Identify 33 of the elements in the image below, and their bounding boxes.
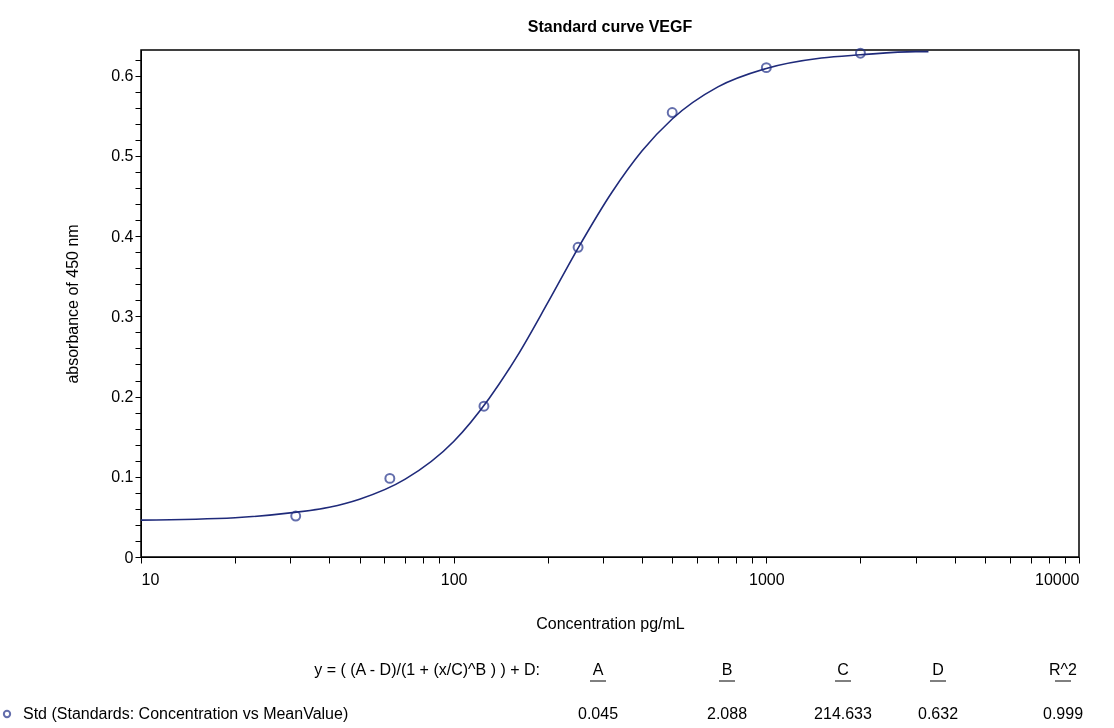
point <box>478 400 490 412</box>
point <box>854 47 866 59</box>
x-tick-label: 100 <box>440 570 468 588</box>
y-tick-label: 0.6 <box>111 67 134 85</box>
text: 214.633 <box>814 705 873 722</box>
x-tick-label: 10000 <box>1035 570 1080 588</box>
point <box>760 62 772 74</box>
y-tick-label: 0.2 <box>111 388 134 406</box>
text: C <box>837 661 849 678</box>
point <box>290 510 302 522</box>
point <box>384 472 396 484</box>
text: A <box>592 661 604 678</box>
text: B <box>721 661 733 678</box>
y-axis-title: absorbance of 450 nm <box>64 224 82 384</box>
y-tick-label: 0.1 <box>111 468 134 486</box>
point <box>572 241 584 253</box>
x-axis-title: Concentration pg/mL <box>536 614 685 632</box>
text: 0.632 <box>917 705 959 722</box>
text: R^2 <box>1049 661 1078 678</box>
y-tick-label: 0 <box>124 548 134 566</box>
text: D <box>932 661 944 678</box>
chart-title: Standard curve VEGF <box>527 17 693 35</box>
y-tick-label: 0.5 <box>111 147 134 165</box>
point <box>666 107 678 119</box>
legend-label: Std (Standards: Concentration vs MeanValue) <box>23 705 349 722</box>
y-tick-label: 0.4 <box>111 227 134 245</box>
text: y = ( (A - D)/(1 + (x/C)^B ) ) + D: <box>314 661 540 678</box>
text: 2.088 <box>706 705 748 722</box>
x-tick-label: 1000 <box>749 570 785 588</box>
x-tick-label: 10 <box>141 570 160 588</box>
text: 0.999 <box>1042 705 1084 722</box>
y-tick-label: 0.3 <box>111 307 134 325</box>
text: 0.045 <box>577 705 619 722</box>
